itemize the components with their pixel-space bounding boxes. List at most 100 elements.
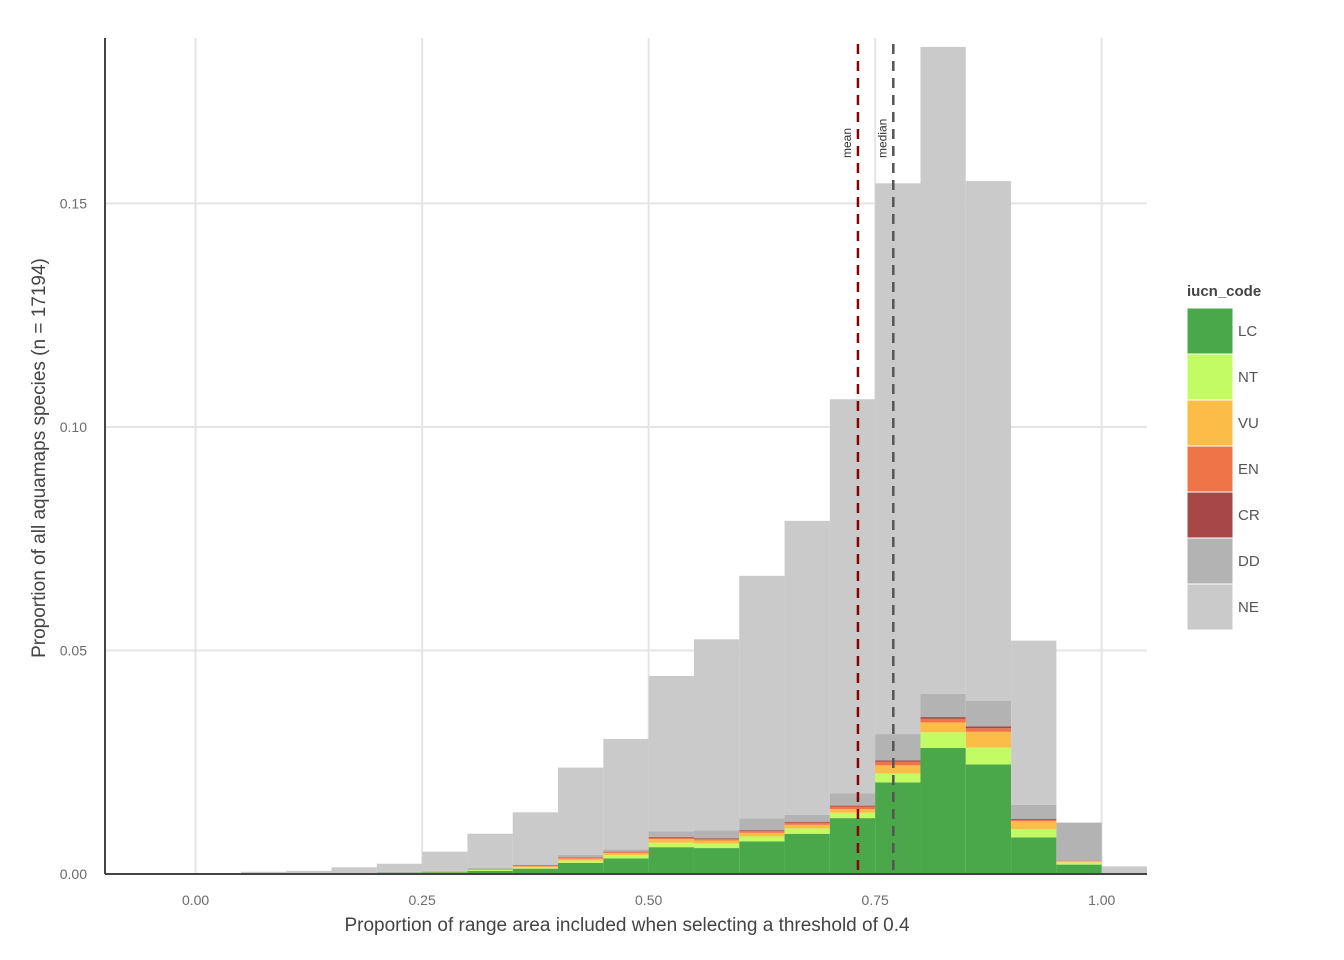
bar-en — [648, 837, 694, 840]
legend-label-cr: CR — [1238, 507, 1260, 524]
legend: iucn_code LC NT VU EN CR DD NE — [1186, 283, 1261, 631]
bar-lc — [784, 833, 830, 874]
bar-lc — [512, 868, 559, 874]
bar-dd — [965, 700, 1012, 727]
y-tick-label: 0.10 — [60, 419, 87, 435]
bar-ne — [467, 833, 513, 868]
legend-label-vu: VU — [1238, 415, 1259, 432]
bar-vu — [829, 809, 876, 813]
bar-ne — [558, 767, 604, 855]
bar-lc — [558, 862, 604, 874]
bar-dd — [1056, 822, 1102, 861]
bar-nt — [965, 747, 1012, 765]
bar-nt — [829, 812, 876, 819]
bar-nt — [739, 836, 785, 842]
bar-lc — [693, 848, 740, 874]
bar-vu — [512, 866, 559, 868]
bar-dd — [558, 854, 604, 858]
vline-label-median: median — [875, 119, 889, 158]
bar-nt — [784, 828, 830, 834]
bar-cr — [920, 717, 966, 719]
bar-en — [784, 822, 830, 825]
bar-lc — [1011, 837, 1057, 874]
bar-nt — [558, 860, 604, 863]
bar-ne — [875, 183, 921, 735]
bar-ne — [512, 812, 559, 865]
bar-nt — [1011, 829, 1057, 838]
legend-swatch-lc — [1186, 307, 1234, 355]
bar-cr — [875, 760, 921, 762]
bar-dd — [693, 830, 740, 839]
bar-cr — [1011, 819, 1057, 820]
bar-ne — [1011, 640, 1057, 805]
bar-cr — [784, 821, 830, 823]
bar-dd — [512, 864, 559, 866]
bar-dd — [829, 793, 876, 806]
bar-lc — [829, 818, 876, 874]
bar-dd — [467, 867, 513, 870]
bar-dd — [603, 849, 649, 852]
bar-en — [739, 831, 785, 833]
bar-cr — [648, 836, 694, 838]
legend-title: iucn_code — [1187, 283, 1261, 300]
bar-nt — [875, 773, 921, 783]
bar-ne — [920, 46, 966, 694]
y-tick-label: 0.00 — [60, 866, 87, 882]
bar-ne — [240, 871, 287, 874]
bar-vu — [920, 722, 966, 733]
x-axis-title: Proportion of range area included when s… — [344, 915, 910, 936]
bar-dd — [875, 734, 921, 761]
x-tick-label: 0.00 — [182, 892, 209, 908]
histogram-bars — [240, 46, 1147, 874]
bar-lc — [1056, 864, 1102, 874]
legend-swatch-en — [1186, 445, 1234, 493]
bar-en — [920, 718, 966, 723]
legend-label-ne: NE — [1238, 599, 1259, 616]
bar-en — [693, 839, 740, 841]
bar-dd — [784, 814, 830, 822]
bar-ne — [603, 738, 649, 850]
legend-label-nt: NT — [1238, 369, 1258, 386]
bar-lc — [467, 870, 513, 874]
bar-nt — [693, 843, 740, 849]
bar-vu — [648, 839, 694, 843]
bar-en — [829, 806, 876, 810]
bar-ne — [693, 639, 740, 831]
legend-swatch-ne — [1186, 583, 1234, 631]
bar-vu — [693, 840, 740, 844]
legend-swatch-vu — [1186, 399, 1234, 447]
bar-dd — [648, 831, 694, 837]
bar-nt — [603, 855, 649, 859]
x-tick-label: 0.75 — [862, 892, 889, 908]
bar-dd — [1011, 804, 1057, 820]
bar-en — [965, 728, 1012, 732]
bar-cr — [965, 726, 1012, 729]
legend-label-en: EN — [1238, 461, 1259, 478]
bar-ne — [331, 867, 377, 873]
bar-nt — [920, 732, 966, 748]
bar-en — [875, 761, 921, 766]
tick-labels: 0.00 0.25 0.50 0.75 1.00 0.00 0.05 0.10 0.15 — [60, 195, 1116, 908]
bar-cr — [829, 805, 876, 807]
bar-en — [558, 857, 604, 859]
bar-cr — [693, 838, 740, 840]
x-tick-label: 0.50 — [635, 892, 662, 908]
y-axis-title: Proportion of all aquamaps species (n = … — [29, 258, 50, 658]
bar-ne — [422, 851, 468, 871]
x-tick-label: 1.00 — [1088, 892, 1115, 908]
vline-label-mean: mean — [840, 128, 854, 158]
bar-ne — [739, 575, 785, 819]
bar-lc — [965, 764, 1012, 874]
bar-vu — [875, 765, 921, 774]
bar-ne — [286, 870, 332, 874]
bar-lc — [739, 841, 785, 874]
legend-label-lc: LC — [1238, 323, 1257, 340]
bar-vu — [1011, 821, 1057, 830]
bar-vu — [739, 832, 785, 837]
bar-vu — [558, 858, 604, 861]
bar-ne — [829, 399, 876, 794]
bar-ne — [376, 863, 423, 872]
x-tick-label: 0.25 — [409, 892, 436, 908]
bar-cr — [739, 830, 785, 832]
bar-dd — [739, 818, 785, 831]
